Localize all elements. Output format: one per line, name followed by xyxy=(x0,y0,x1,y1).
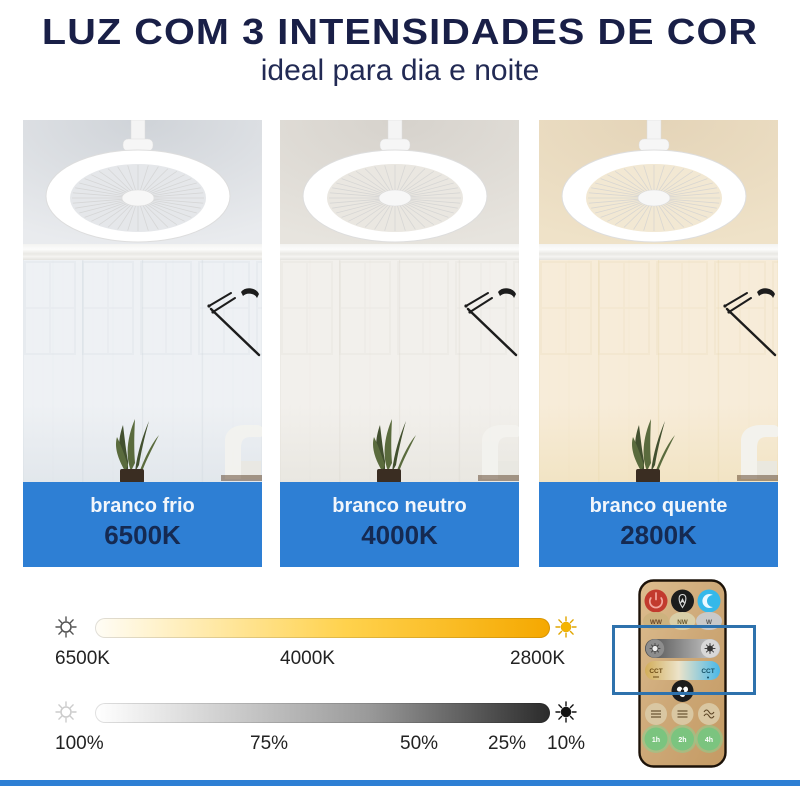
svg-text:2h: 2h xyxy=(678,737,686,744)
svg-text:1h: 1h xyxy=(652,737,660,744)
svg-text:4h: 4h xyxy=(705,737,713,744)
